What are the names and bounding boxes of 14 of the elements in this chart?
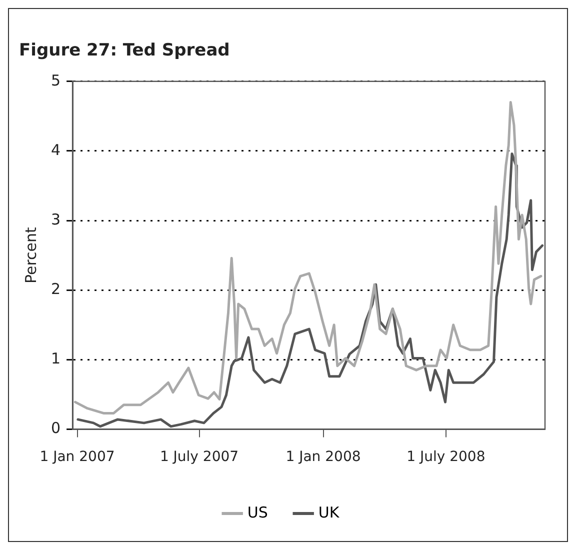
- y-tick-label: 1: [50, 350, 61, 368]
- chart-title: Figure 27: Ted Spread: [19, 40, 230, 61]
- x-tick-label: 1 July 2008: [406, 449, 486, 466]
- legend-label: UK: [318, 503, 340, 522]
- x-tick-label: 1 Jan 2008: [286, 449, 361, 466]
- x-tick-label: 1 July 2007: [160, 449, 239, 466]
- x-tick-label: 1 Jan 2007: [40, 449, 115, 466]
- y-tick-label: 0: [50, 419, 61, 438]
- y-tick-label: 5: [50, 71, 61, 90]
- y-tick-label: 4: [50, 140, 61, 159]
- y-tick-label: 2: [50, 280, 61, 298]
- y-axis-title: Percent: [22, 226, 40, 284]
- legend-label: US: [247, 503, 268, 522]
- y-tick-label: 3: [50, 210, 61, 228]
